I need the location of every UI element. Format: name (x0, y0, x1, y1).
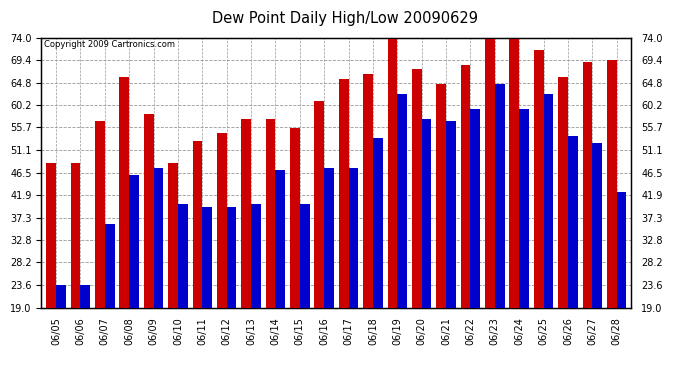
Bar (290, 128, 300, 308)
Bar (461, 64, 471, 308)
Bar (46, 163, 56, 308)
Bar (519, 109, 529, 308)
Bar (558, 77, 568, 308)
Bar (56, 285, 66, 308)
Bar (154, 168, 164, 308)
Bar (592, 143, 602, 308)
Bar (412, 69, 422, 308)
Bar (534, 50, 544, 308)
Bar (275, 170, 285, 308)
Bar (422, 118, 431, 308)
Bar (300, 204, 310, 308)
Bar (241, 118, 251, 308)
Bar (251, 204, 261, 308)
Bar (202, 207, 212, 308)
Bar (495, 84, 504, 308)
Bar (266, 118, 275, 308)
Bar (315, 101, 324, 308)
Bar (227, 207, 237, 308)
Bar (582, 62, 592, 308)
Bar (168, 163, 178, 308)
Bar (363, 74, 373, 307)
Bar (193, 141, 202, 308)
Bar (617, 192, 627, 308)
Bar (544, 94, 553, 308)
Bar (178, 204, 188, 308)
Bar (397, 94, 407, 308)
Bar (485, 38, 495, 308)
Bar (119, 77, 129, 308)
Text: Dew Point Daily High/Low 20090629: Dew Point Daily High/Low 20090629 (212, 11, 478, 26)
Bar (105, 224, 115, 308)
Bar (373, 138, 383, 308)
Bar (129, 175, 139, 308)
Bar (607, 60, 617, 308)
Bar (348, 168, 358, 308)
Bar (568, 136, 578, 308)
Bar (446, 121, 456, 308)
Bar (217, 133, 227, 308)
Text: Copyright 2009 Cartronics.com: Copyright 2009 Cartronics.com (44, 40, 175, 49)
Bar (144, 114, 154, 308)
Bar (81, 285, 90, 308)
Bar (70, 163, 81, 308)
Bar (471, 109, 480, 308)
Bar (95, 121, 105, 308)
Bar (324, 168, 334, 308)
Bar (509, 38, 519, 308)
Bar (436, 84, 446, 308)
Bar (388, 38, 397, 308)
Bar (339, 79, 348, 308)
